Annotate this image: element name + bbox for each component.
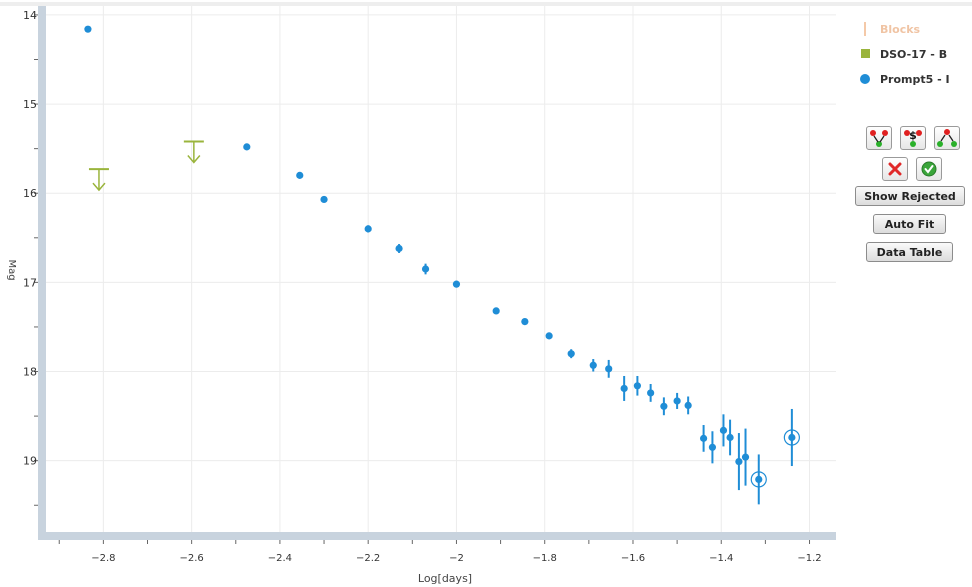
data-point <box>755 475 763 483</box>
data-point <box>567 350 575 358</box>
data-point <box>296 171 304 179</box>
data-point <box>452 280 461 288</box>
data-point <box>633 382 641 390</box>
x-tick-label: −1.2 <box>797 553 821 564</box>
show-rejected-button[interactable]: Show Rejected <box>855 186 965 206</box>
x-tick-label: −2.2 <box>356 553 380 564</box>
data-point <box>545 332 553 340</box>
x-axis-label: Log[days] <box>418 572 472 585</box>
legend-item-prompt5-i[interactable]: Prompt5 - I <box>858 70 968 95</box>
y-tick-label: 17 <box>23 276 37 289</box>
data-point <box>673 397 681 405</box>
y-tick-label: 15 <box>23 98 37 111</box>
data-point <box>741 453 750 461</box>
data-point <box>719 426 728 434</box>
data-point <box>243 143 251 151</box>
svg-text:$: $ <box>909 129 917 142</box>
y-tick-label: 14 <box>23 9 37 22</box>
data-table-button[interactable]: Data Table <box>866 242 953 262</box>
upper-limit-marker <box>183 140 204 164</box>
x-tick-label: −2.6 <box>179 553 203 564</box>
fit-select-icon[interactable] <box>866 126 892 150</box>
x-tick-label: −1.6 <box>621 553 645 564</box>
legend-label: Prompt5 - I <box>880 73 950 86</box>
legend-label: DSO-17 - B <box>880 48 948 61</box>
legend-label: Blocks <box>880 23 921 36</box>
dso17-swatch <box>861 49 870 58</box>
chart-legend: Blocks DSO-17 - B Prompt5 - I <box>858 20 968 95</box>
data-point <box>605 365 613 373</box>
prompt5-swatch <box>860 74 870 84</box>
x-tick-label: −2.8 <box>91 553 115 564</box>
x-tick-label: −2 <box>449 553 464 564</box>
fit-break-icon[interactable] <box>934 126 960 150</box>
upper-limit-marker <box>88 168 109 192</box>
rejected-marker <box>783 429 800 446</box>
fit-dollar-icon[interactable]: $ <box>900 126 926 150</box>
data-point <box>735 457 743 466</box>
x-axis-bar <box>38 532 836 540</box>
data-point <box>395 244 403 253</box>
y-tick-label: 18 <box>23 366 37 379</box>
data-point <box>660 402 668 410</box>
reject-icon[interactable] <box>882 157 908 181</box>
rejected-marker <box>750 471 767 488</box>
accept-icon[interactable] <box>916 157 942 181</box>
y-axis-label: Mag <box>6 259 17 280</box>
x-tick-label: −1.4 <box>709 553 733 564</box>
legend-item-blocks[interactable]: Blocks <box>858 20 968 45</box>
auto-fit-button[interactable]: Auto Fit <box>873 214 946 234</box>
y-tick-label: 16 <box>23 187 37 200</box>
x-tick-label: −1.8 <box>533 553 557 564</box>
data-point <box>320 195 328 204</box>
data-point <box>521 318 529 326</box>
data-point <box>684 401 692 410</box>
data-point <box>589 361 597 369</box>
data-point <box>788 433 796 442</box>
legend-item-dso17-b[interactable]: DSO-17 - B <box>858 45 968 70</box>
y-tick-label: 19 <box>23 455 37 468</box>
data-point <box>364 225 372 233</box>
x-tick-label: −2.4 <box>268 553 292 564</box>
data-point <box>84 25 92 33</box>
data-point <box>699 434 708 442</box>
data-point <box>647 389 655 397</box>
plot-area <box>46 6 836 532</box>
data-point <box>726 433 734 442</box>
data-point <box>421 265 430 273</box>
y-axis-bar <box>38 6 46 540</box>
data-point <box>620 384 628 393</box>
data-point <box>492 307 500 315</box>
data-point <box>708 443 717 451</box>
blocks-swatch <box>864 22 866 36</box>
